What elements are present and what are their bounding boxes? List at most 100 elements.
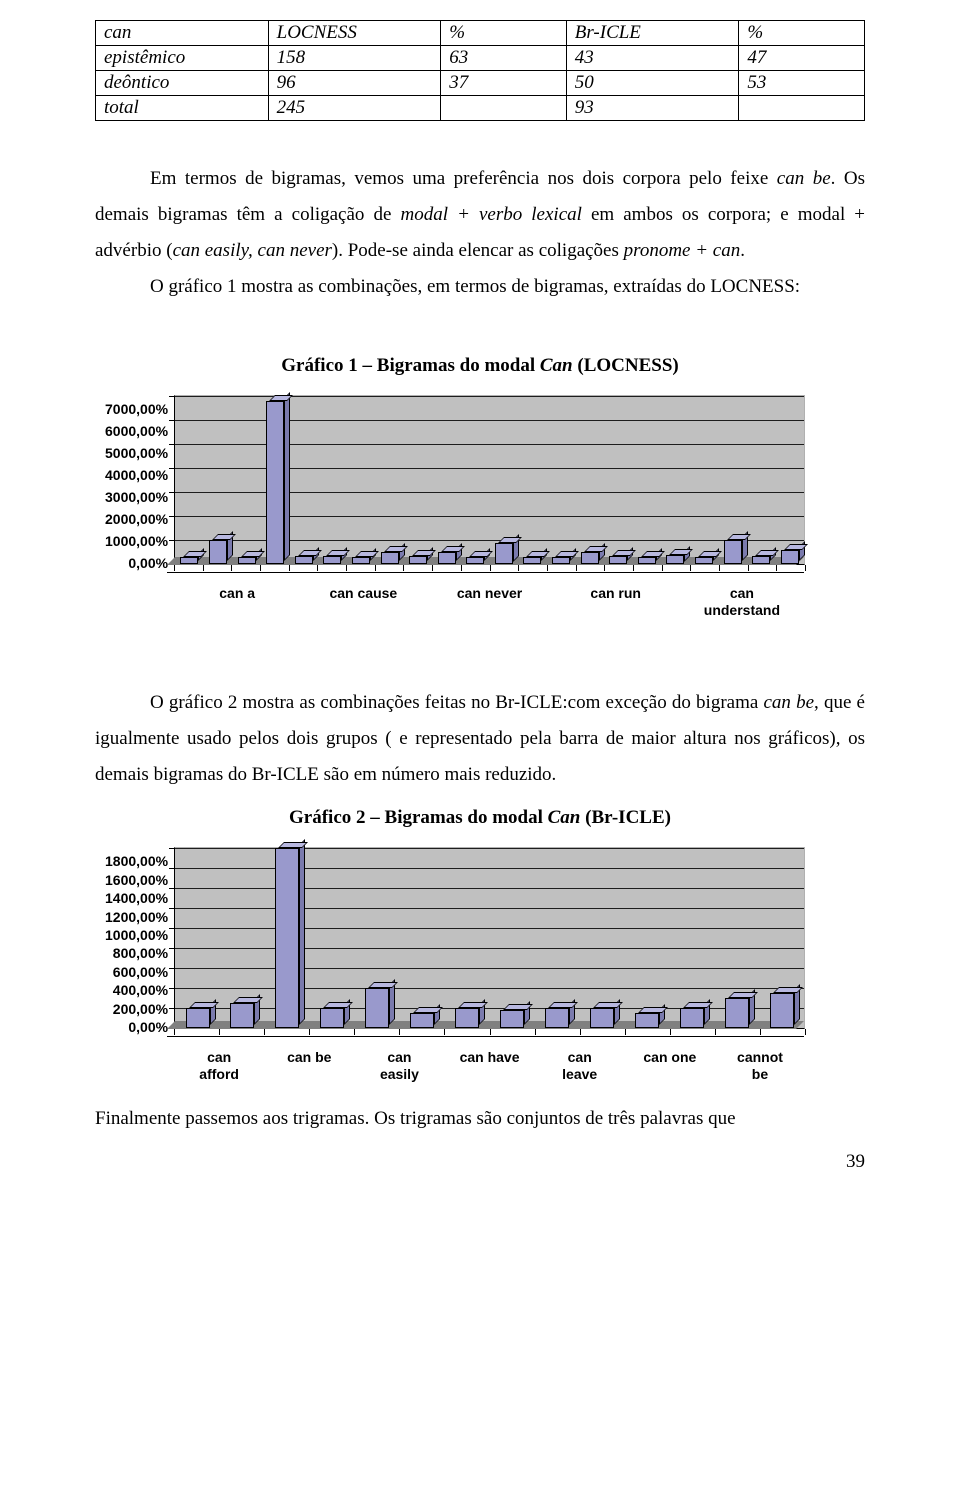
- bar-slot: [175, 848, 220, 1028]
- y-tick-label: 3000,00%: [105, 490, 168, 504]
- table-cell: 158: [268, 46, 441, 71]
- bar-slot: [490, 396, 519, 564]
- bar-slot: [759, 848, 804, 1028]
- y-tick-label: 1000,00%: [105, 928, 168, 942]
- x-tick-label: can never: [426, 585, 552, 619]
- text-italic: modal + verbo lexical: [401, 204, 582, 225]
- y-tick-label: 1400,00%: [105, 891, 168, 905]
- bar-slot: [776, 396, 805, 564]
- y-tick-label: 400,00%: [113, 983, 168, 997]
- y-tick-label: 1600,00%: [105, 873, 168, 887]
- bar-slot: [175, 396, 204, 564]
- table-header: LOCNESS: [268, 21, 441, 46]
- text: Gráfico 1 – Bigramas do modal: [281, 355, 540, 376]
- chart2-bars: [175, 848, 804, 1028]
- x-tick-label: can run: [553, 585, 679, 619]
- bar-slot: [318, 396, 347, 564]
- x-tick-label: canafford: [174, 1049, 264, 1083]
- chart1-plot: [174, 395, 805, 565]
- table-cell: epistêmico: [96, 46, 269, 71]
- y-tick-label: 600,00%: [113, 965, 168, 979]
- table-header: Br-ICLE: [566, 21, 739, 46]
- x-tick-label: cannotbe: [715, 1049, 805, 1083]
- table-cell: [739, 96, 865, 121]
- text: (LOCNESS): [573, 355, 679, 376]
- y-tick-label: 6000,00%: [105, 424, 168, 438]
- bar-slot: [445, 848, 490, 1028]
- table-header: can: [96, 21, 269, 46]
- bar-slot: [490, 848, 535, 1028]
- y-tick-label: 7000,00%: [105, 402, 168, 416]
- chart2-y-axis: 1800,00% 1600,00% 1400,00% 1200,00% 1000,00%…: [105, 847, 174, 1027]
- y-tick-label: 1200,00%: [105, 910, 168, 924]
- bar-slot: [604, 396, 633, 564]
- table-header: %: [441, 21, 567, 46]
- bar-slot: [747, 396, 776, 564]
- text: O gráfico 2 mostra as combinações feitas…: [150, 692, 763, 713]
- bar-slot: [547, 396, 576, 564]
- x-tick-label: can one: [625, 1049, 715, 1083]
- y-tick-label: 1000,00%: [105, 534, 168, 548]
- table-row: deôntico 96 37 50 53: [96, 71, 865, 96]
- chart1-title: Gráfico 1 – Bigramas do modal Can (LOCNE…: [95, 355, 865, 377]
- bar-slot: [310, 848, 355, 1028]
- chart2-plot: [174, 847, 805, 1029]
- table-cell: 50: [566, 71, 739, 96]
- chart2-x-axis: canaffordcan becaneasilycan havecanleave…: [174, 1049, 805, 1083]
- y-tick-label: 0,00%: [128, 1020, 168, 1034]
- table-cell: 245: [268, 96, 441, 121]
- bar-slot: [261, 396, 290, 564]
- bar-slot: [404, 396, 433, 564]
- bar-slot: [375, 396, 404, 564]
- bar-slot: [624, 848, 669, 1028]
- table-cell: 53: [739, 71, 865, 96]
- text: ). Pode-se ainda elencar as coligações: [332, 240, 624, 261]
- text-italic: can be: [777, 168, 831, 189]
- bar-slot: [289, 396, 318, 564]
- chart2-title: Gráfico 2 – Bigramas do modal Can (Br-IC…: [95, 807, 865, 829]
- chart1-bars: [175, 396, 804, 564]
- x-tick-label: can be: [264, 1049, 354, 1083]
- x-tick-label: can cause: [300, 585, 426, 619]
- table-cell: 63: [441, 46, 567, 71]
- table-cell: 93: [566, 96, 739, 121]
- bar-slot: [232, 396, 261, 564]
- y-tick-label: 4000,00%: [105, 468, 168, 482]
- bar-slot: [690, 396, 719, 564]
- bar-slot: [518, 396, 547, 564]
- text-italic: can easily, can never: [173, 240, 332, 261]
- table-row: total 245 93: [96, 96, 865, 121]
- y-tick-label: 1800,00%: [105, 854, 168, 868]
- text: Em termos de bigramas, vemos uma preferê…: [150, 168, 777, 189]
- table-header: %: [739, 21, 865, 46]
- bar-slot: [534, 848, 579, 1028]
- y-tick-label: 800,00%: [113, 946, 168, 960]
- text-italic: Can: [540, 355, 573, 376]
- paragraph-3: O gráfico 2 mostra as combinações feitas…: [95, 685, 865, 793]
- bar-slot: [579, 848, 624, 1028]
- table-cell: 37: [441, 71, 567, 96]
- data-table: can LOCNESS % Br-ICLE % epistêmico 158 6…: [95, 20, 865, 121]
- x-tick-label: canleave: [535, 1049, 625, 1083]
- paragraph-4: Finalmente passemos aos trigramas. Os tr…: [95, 1101, 865, 1137]
- text-italic: pronome + can: [624, 240, 741, 261]
- bar-slot: [265, 848, 310, 1028]
- bar-slot: [669, 848, 714, 1028]
- table-cell: [441, 96, 567, 121]
- table-header-row: can LOCNESS % Br-ICLE %: [96, 21, 865, 46]
- paragraph-1: Em termos de bigramas, vemos uma preferê…: [95, 161, 865, 269]
- chart1: 7000,00%6000,00%5000,00%4000,00%3000,00%…: [105, 395, 805, 619]
- bar-slot: [714, 848, 759, 1028]
- bar-slot: [355, 848, 400, 1028]
- text: (Br-ICLE): [580, 807, 671, 828]
- x-tick-label: canunderstand: [679, 585, 805, 619]
- bar-slot: [461, 396, 490, 564]
- bar-slot: [400, 848, 445, 1028]
- text: Gráfico 2 – Bigramas do modal: [289, 807, 548, 828]
- y-tick-label: 2000,00%: [105, 512, 168, 526]
- table-cell: total: [96, 96, 269, 121]
- bar-slot: [432, 396, 461, 564]
- table-cell: 43: [566, 46, 739, 71]
- bar-slot: [220, 848, 265, 1028]
- chart1-x-axis: can acan causecan nevercan runcanunderst…: [174, 585, 805, 619]
